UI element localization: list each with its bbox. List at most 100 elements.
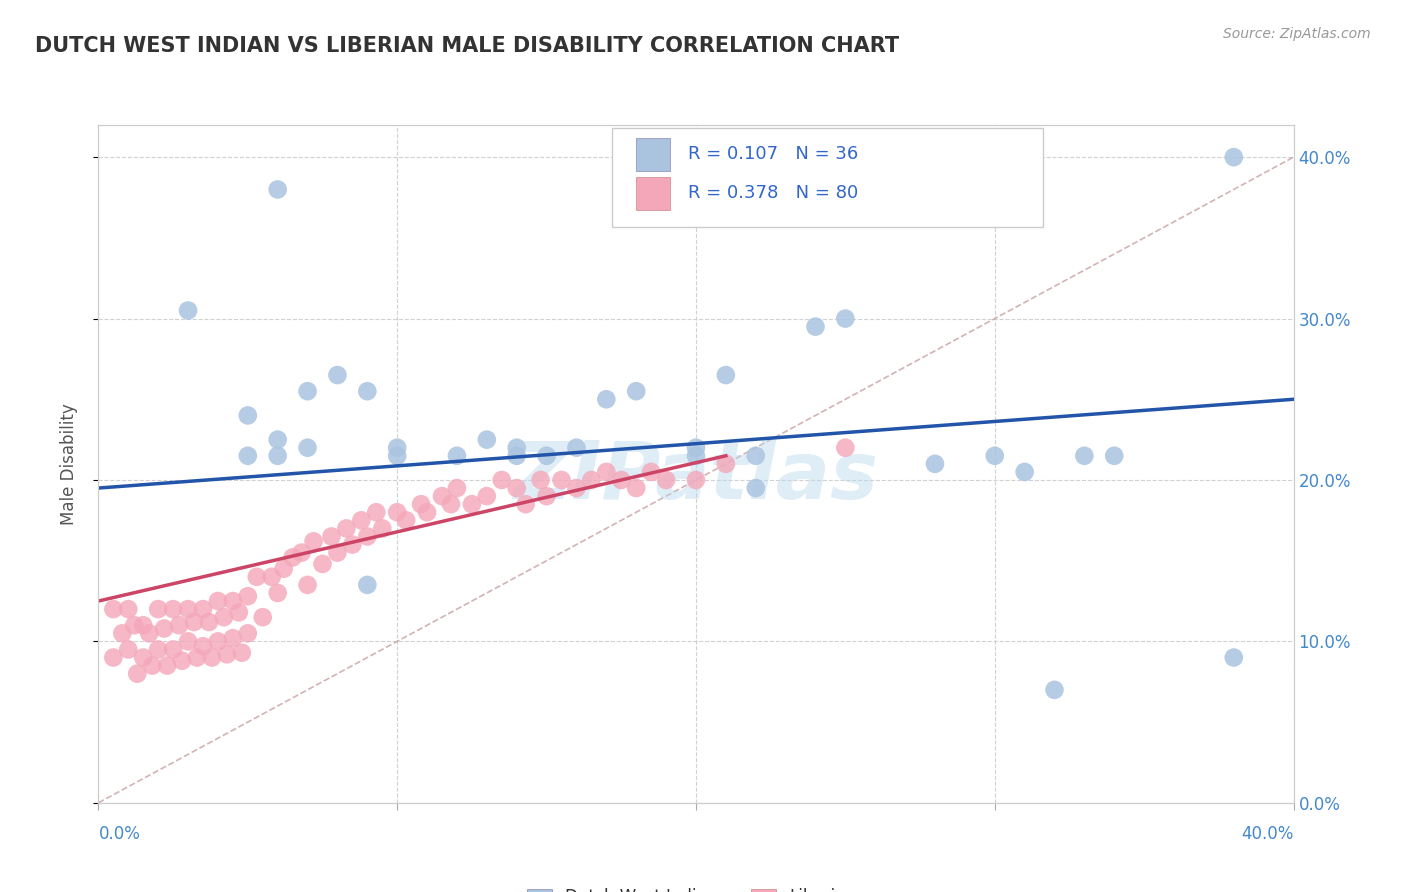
Point xyxy=(416,505,439,519)
Point xyxy=(297,578,319,592)
Point xyxy=(162,642,184,657)
Point xyxy=(215,648,238,662)
Point xyxy=(103,650,125,665)
Text: R = 0.378   N = 80: R = 0.378 N = 80 xyxy=(688,184,858,202)
Point xyxy=(506,481,529,495)
Point xyxy=(228,605,250,619)
Y-axis label: Male Disability: Male Disability xyxy=(59,403,77,524)
Point xyxy=(177,634,200,648)
Text: Source: ZipAtlas.com: Source: ZipAtlas.com xyxy=(1223,27,1371,41)
Point xyxy=(291,546,314,560)
Point xyxy=(148,642,170,657)
Point xyxy=(302,534,325,549)
Point xyxy=(267,586,290,600)
Point xyxy=(714,368,737,382)
Point xyxy=(191,639,214,653)
Point xyxy=(281,550,304,565)
Point xyxy=(252,610,274,624)
Point xyxy=(141,658,163,673)
Point xyxy=(1073,449,1095,463)
Point xyxy=(124,618,146,632)
Point xyxy=(342,537,364,551)
Point xyxy=(640,465,662,479)
Point xyxy=(506,449,529,463)
Point xyxy=(745,449,768,463)
Point xyxy=(236,626,259,640)
Point xyxy=(207,594,229,608)
Point xyxy=(156,658,179,673)
Point xyxy=(1223,650,1246,665)
Point xyxy=(550,473,572,487)
Point xyxy=(565,481,588,495)
Point xyxy=(267,182,290,196)
Point xyxy=(103,602,125,616)
Point xyxy=(371,521,394,535)
Point xyxy=(685,441,707,455)
Point xyxy=(356,529,378,543)
Point xyxy=(148,602,170,616)
Point xyxy=(1014,465,1036,479)
Point xyxy=(162,602,184,616)
Point xyxy=(446,481,468,495)
Point xyxy=(395,513,418,527)
Point xyxy=(222,631,245,645)
Text: 40.0%: 40.0% xyxy=(1241,825,1294,843)
Point xyxy=(536,489,558,503)
Point xyxy=(153,622,176,636)
Point xyxy=(385,449,409,463)
Point xyxy=(515,497,537,511)
Point xyxy=(565,441,588,455)
Point xyxy=(132,650,155,665)
Text: ZIPatlas: ZIPatlas xyxy=(513,438,879,516)
Text: 0.0%: 0.0% xyxy=(98,825,141,843)
Point xyxy=(581,473,603,487)
Point xyxy=(335,521,357,535)
Point xyxy=(446,449,468,463)
Point xyxy=(207,634,229,648)
Point xyxy=(529,473,551,487)
Text: R = 0.107   N = 36: R = 0.107 N = 36 xyxy=(688,145,858,163)
Point xyxy=(655,473,678,487)
Point xyxy=(595,392,617,407)
Point xyxy=(198,615,221,629)
Point xyxy=(984,449,1007,463)
Point xyxy=(491,473,513,487)
Point xyxy=(595,465,617,479)
Point xyxy=(326,368,349,382)
Point xyxy=(626,481,648,495)
Point xyxy=(506,441,529,455)
Point xyxy=(260,570,283,584)
Point xyxy=(356,578,378,592)
Point xyxy=(475,433,498,447)
Point xyxy=(745,481,768,495)
Point xyxy=(536,449,558,463)
Point xyxy=(685,449,707,463)
Point xyxy=(138,626,160,640)
Point xyxy=(430,489,453,503)
Point xyxy=(231,646,253,660)
Point xyxy=(183,615,205,629)
Point xyxy=(1104,449,1126,463)
Point xyxy=(924,457,946,471)
Point xyxy=(236,409,259,423)
Point xyxy=(834,311,856,326)
Point xyxy=(714,457,737,471)
Point xyxy=(385,441,409,455)
Point xyxy=(177,303,200,318)
Point xyxy=(440,497,463,511)
Point xyxy=(475,489,498,503)
FancyBboxPatch shape xyxy=(613,128,1043,227)
Point xyxy=(172,654,194,668)
Point xyxy=(411,497,433,511)
Point xyxy=(273,562,295,576)
FancyBboxPatch shape xyxy=(637,138,669,171)
Point xyxy=(177,602,200,616)
Point xyxy=(626,384,648,399)
Point xyxy=(117,642,139,657)
Point xyxy=(804,319,827,334)
Point xyxy=(236,589,259,603)
Point xyxy=(1043,682,1066,697)
Point xyxy=(191,602,214,616)
Point xyxy=(385,505,409,519)
Point xyxy=(350,513,373,527)
